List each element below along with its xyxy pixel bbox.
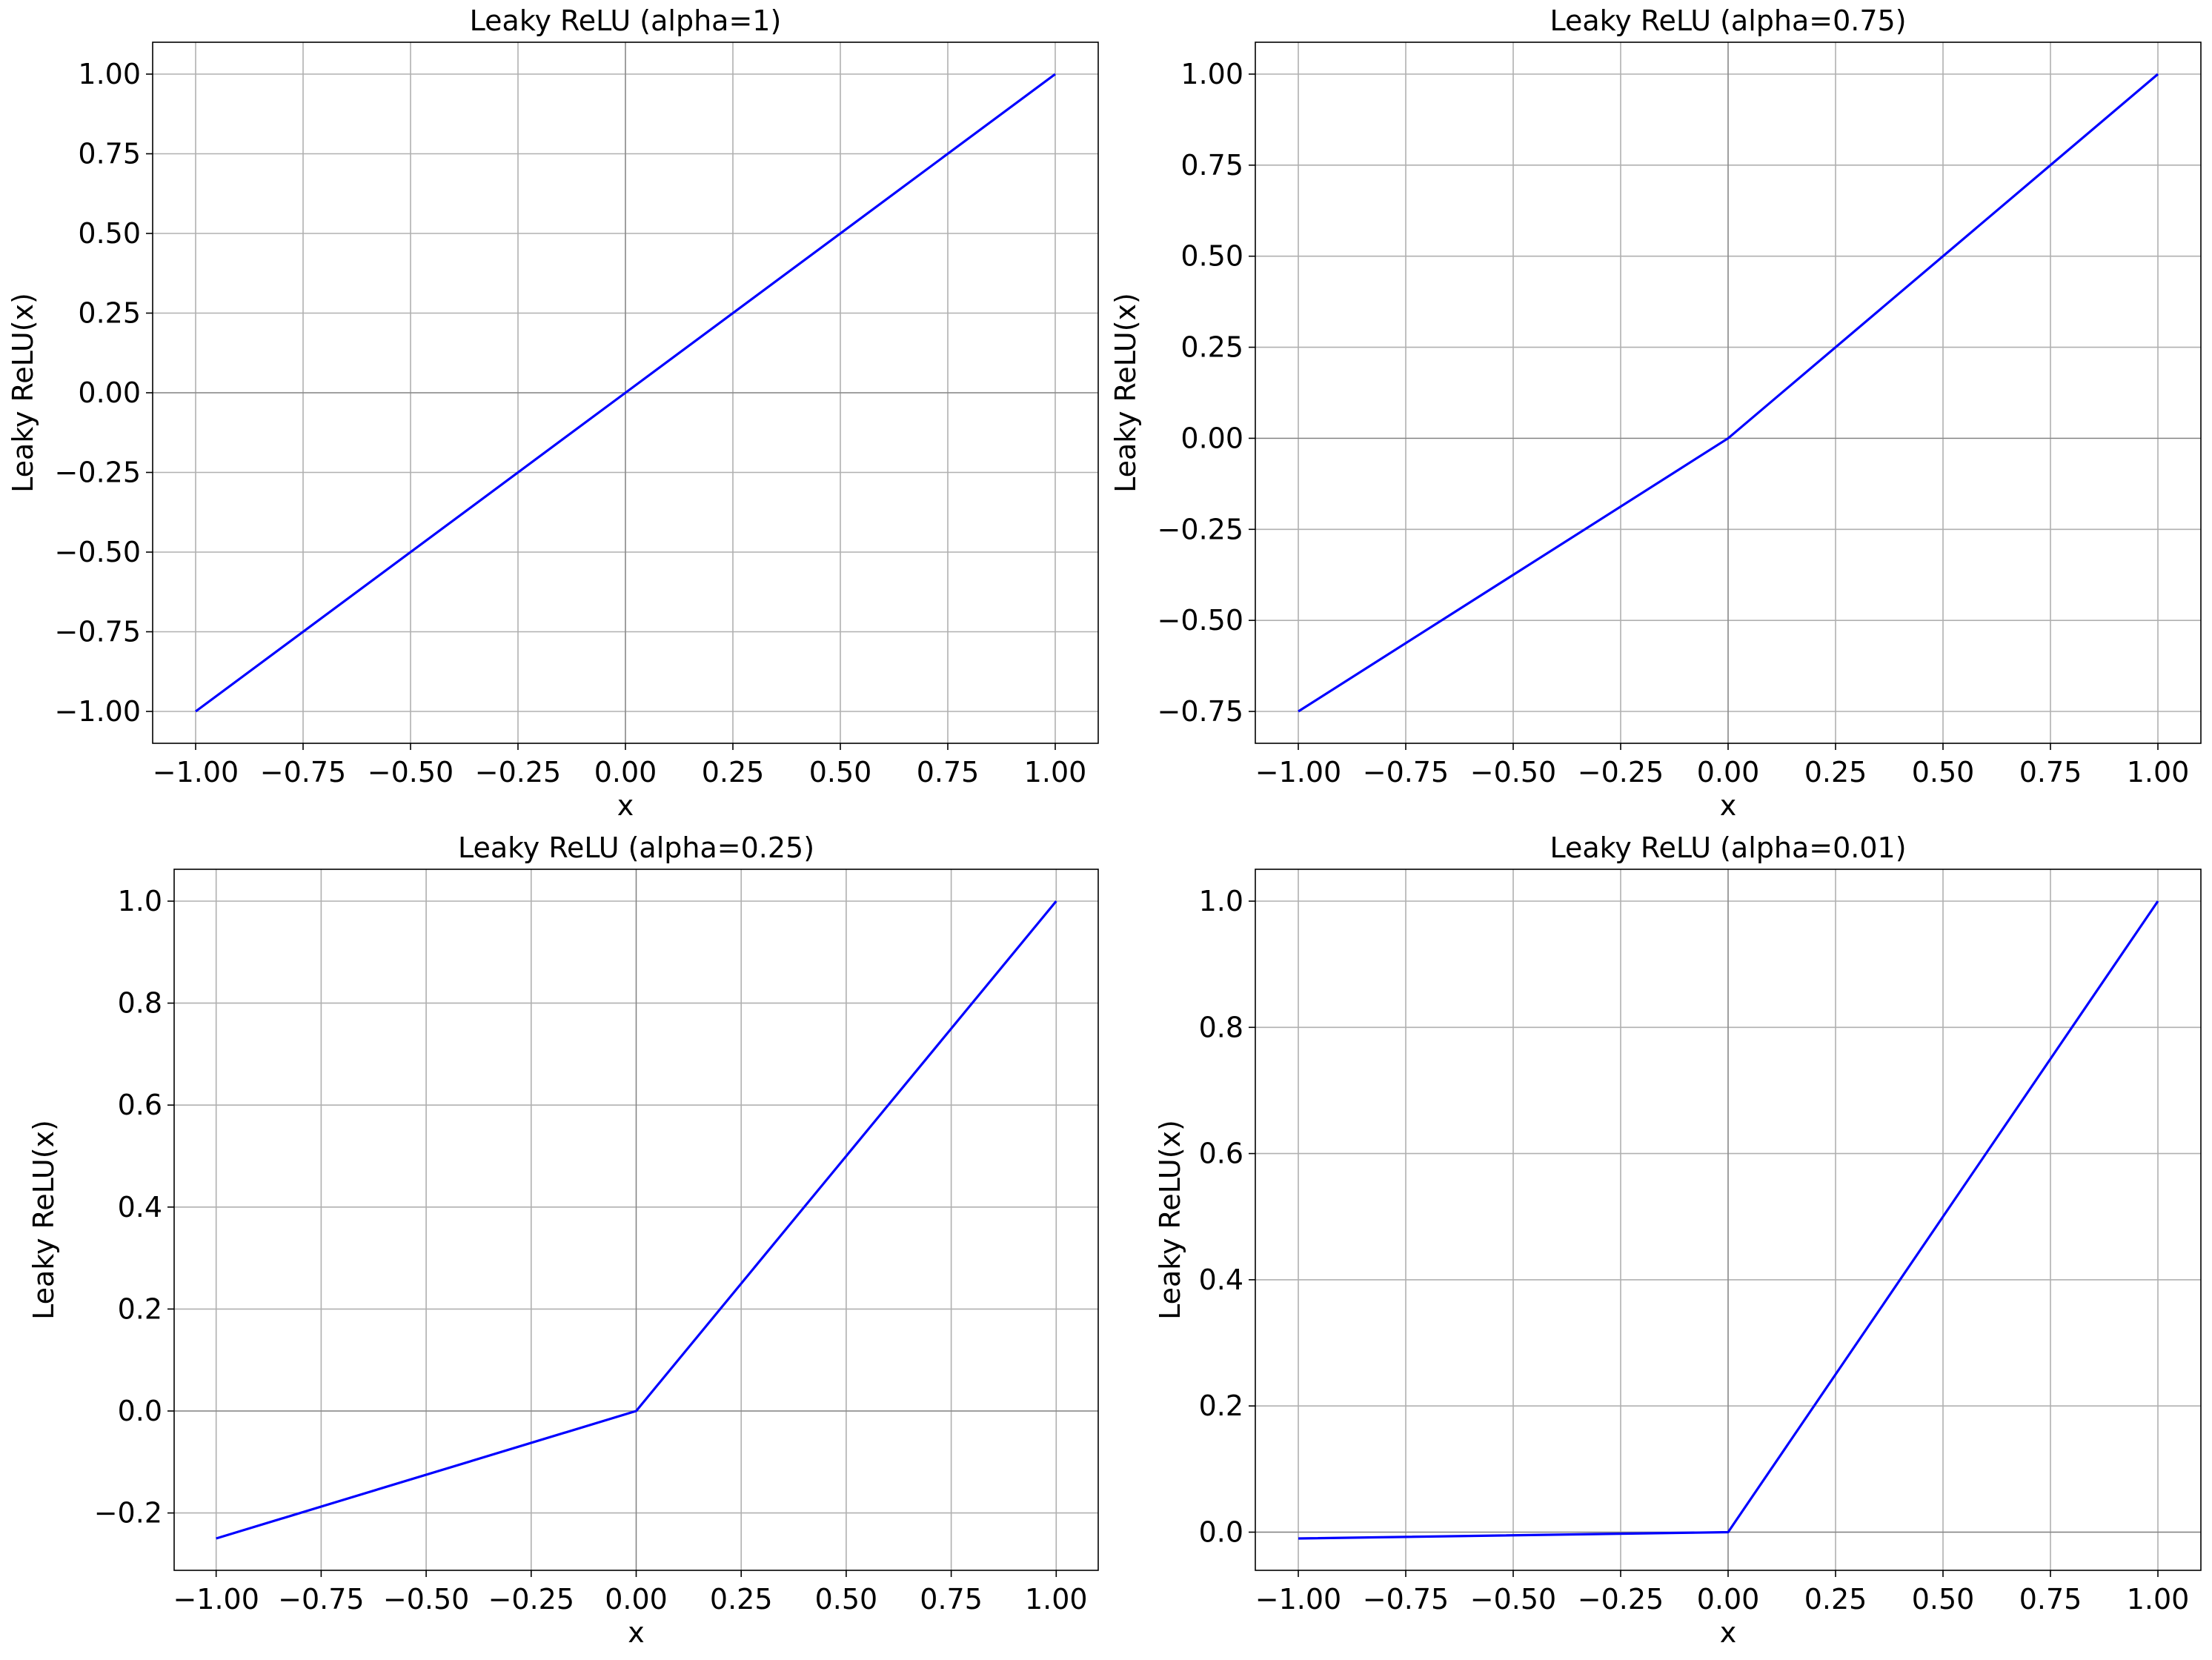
series-line (195, 73, 1056, 713)
x-tick-label: 0.00 (594, 756, 657, 788)
x-tick-label: 0.50 (809, 756, 872, 788)
x-tick-label: −0.75 (1363, 756, 1449, 788)
chart-title: Leaky ReLU (alpha=0.75) (1550, 4, 1906, 37)
y-tick-label: −0.50 (1158, 604, 1243, 637)
y-axis-label: Leaky ReLU(x) (1154, 1120, 1186, 1320)
x-tick-label: 0.00 (605, 1583, 668, 1616)
x-tick-label: −0.75 (278, 1583, 364, 1616)
y-tick-label: 0.00 (78, 376, 141, 409)
subplot-alpha-0.01: −1.00 −0.75 −0.50 −0.25 0.00 0.25 0.50 0.75 1.00… (1154, 831, 2202, 1649)
subplot-alpha-0.75: −1.00 −0.75 −0.50 −0.25 0.00 0.25 0.50 0.75 1.00… (1109, 4, 2202, 822)
x-tick-label: −0.25 (1578, 1583, 1664, 1616)
y-tick-label: 0.0 (1199, 1515, 1243, 1548)
x-tick-label: −1.00 (153, 756, 239, 788)
x-tick-label: 0.00 (1697, 1583, 1760, 1616)
x-axis-label: x (628, 1616, 645, 1649)
y-tick-label: 0.00 (1180, 422, 1243, 454)
y-tick-label: 0.0 (118, 1395, 162, 1427)
x-tick-label: −0.25 (475, 756, 561, 788)
x-tick-label: 1.00 (1025, 1583, 1088, 1616)
y-tick-label: 0.4 (1199, 1264, 1243, 1296)
y-tick-label: 0.4 (118, 1191, 162, 1224)
y-tick-label: 0.2 (118, 1292, 162, 1325)
y-tick-label: −0.25 (55, 456, 141, 489)
y-tick-label: −0.50 (55, 536, 141, 568)
x-tick-label: 0.75 (2019, 756, 2082, 788)
y-axis-label: Leaky ReLU(x) (27, 1120, 60, 1320)
x-tick-label: −0.25 (488, 1583, 574, 1616)
y-tick-label: 1.0 (118, 885, 162, 917)
chart-title: Leaky ReLU (alpha=0.01) (1550, 831, 1906, 864)
x-tick-label: −0.50 (368, 756, 454, 788)
series-line (216, 900, 1057, 1540)
x-tick-label: 0.00 (1697, 756, 1760, 788)
y-tick-label: 0.8 (1199, 1011, 1243, 1043)
x-tick-label: −0.50 (383, 1583, 469, 1616)
y-tick-label: −0.75 (1158, 695, 1243, 728)
x-axis-label: x (1720, 1616, 1737, 1649)
y-tick-label: 0.25 (78, 297, 141, 330)
x-tick-label: 0.50 (815, 1583, 878, 1616)
x-tick-label: 1.00 (2127, 756, 2190, 788)
x-tick-label: −1.00 (173, 1583, 259, 1616)
y-tick-label: 0.50 (1180, 240, 1243, 273)
x-tick-label: 0.25 (702, 756, 765, 788)
x-tick-label: 0.75 (920, 1583, 983, 1616)
y-tick-label: 0.50 (78, 217, 141, 250)
y-tick-label: 1.00 (1180, 58, 1243, 90)
x-tick-label: −0.75 (260, 756, 346, 788)
x-tick-label: −0.50 (1470, 1583, 1556, 1616)
x-tick-label: 0.75 (917, 756, 980, 788)
y-axis-label: Leaky ReLU(x) (1109, 293, 1142, 493)
y-tick-label: 1.00 (78, 58, 141, 90)
y-tick-label: −0.75 (55, 616, 141, 648)
x-tick-label: −1.00 (1255, 1583, 1341, 1616)
x-axis-label: x (1720, 789, 1737, 822)
chart-title: Leaky ReLU (alpha=1) (470, 4, 782, 37)
x-tick-label: 1.00 (1024, 756, 1087, 788)
y-tick-label: 0.8 (118, 987, 162, 1020)
x-tick-label: −1.00 (1255, 756, 1341, 788)
y-tick-label: 0.75 (1180, 149, 1243, 182)
y-tick-label: 0.25 (1180, 331, 1243, 364)
y-tick-label: 0.6 (118, 1089, 162, 1121)
y-tick-label: −0.2 (94, 1497, 162, 1530)
y-tick-label: −1.00 (55, 695, 141, 728)
x-tick-label: 0.25 (1804, 756, 1867, 788)
x-tick-label: 0.50 (1912, 756, 1975, 788)
x-axis-label: x (617, 789, 634, 822)
x-tick-label: −0.25 (1578, 756, 1664, 788)
series-line (1298, 73, 2159, 713)
x-tick-label: 1.00 (2127, 1583, 2190, 1616)
subplot-alpha-1: −1.00 −0.75 −0.50 −0.25 0.00 0.25 0.50 0.75 1.00… (7, 4, 1099, 822)
y-tick-label: 0.6 (1199, 1138, 1243, 1170)
x-tick-label: −0.50 (1470, 756, 1556, 788)
y-tick-label: 0.75 (78, 138, 141, 170)
y-tick-label: 1.0 (1199, 885, 1243, 917)
y-tick-label: 0.2 (1199, 1390, 1243, 1422)
subplot-alpha-0.25: −1.00 −0.75 −0.50 −0.25 0.00 0.25 0.50 0.75 1.00… (27, 831, 1099, 1649)
x-tick-label: 0.75 (2019, 1583, 2082, 1616)
y-tick-label: −0.25 (1158, 513, 1243, 545)
x-tick-label: 0.25 (710, 1583, 773, 1616)
y-axis-label: Leaky ReLU(x) (7, 293, 39, 493)
chart-title: Leaky ReLU (alpha=0.25) (458, 831, 814, 864)
series-line (1298, 900, 2159, 1540)
x-tick-label: 0.25 (1804, 1583, 1867, 1616)
x-tick-label: −0.75 (1363, 1583, 1449, 1616)
x-tick-label: 0.50 (1912, 1583, 1975, 1616)
